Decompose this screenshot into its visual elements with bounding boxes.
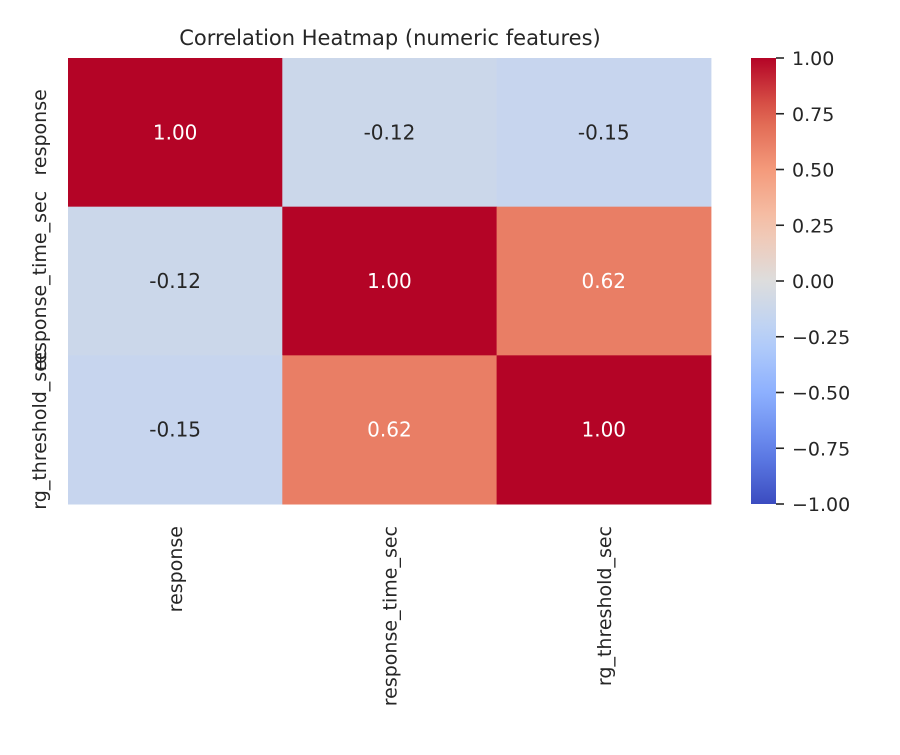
heatmap-cell-1-0 <box>68 206 283 356</box>
cell-value-label-1-0: -0.12 <box>149 269 201 293</box>
colorbar-tick-label: −1.00 <box>792 494 850 516</box>
heatmap-cell-0-0 <box>68 58 283 208</box>
chart-title: Correlation Heatmap (numeric features) <box>179 26 600 50</box>
colorbar-ticks: 1.00 0.75 0.50 0.25 0.00 −0.25 −0.50 −0.75 −1.00 <box>776 48 850 516</box>
cell-value-label-2-2: 1.00 <box>581 418 626 442</box>
colorbar <box>751 58 776 504</box>
x-tick-label: response <box>165 526 187 612</box>
colorbar-tick-label: −0.25 <box>792 327 850 349</box>
y-tick-label: response <box>29 89 51 175</box>
y-tick-label: response_time_sec <box>29 191 51 371</box>
colorbar-tick-label: −0.50 <box>792 383 850 405</box>
colorbar-tick-label: 0.25 <box>792 215 834 237</box>
cell-value-label-2-1: 0.62 <box>367 418 412 442</box>
heatmap-cells: 1.00 -0.12 -0.15 -0.12 1.00 0.62 -0.15 0.62 1.00 <box>68 58 712 505</box>
x-tick-label: response_time_sec <box>379 526 401 706</box>
heatmap-cell-0-2 <box>496 58 712 208</box>
heatmap-cell-2-1 <box>282 355 498 505</box>
x-tick-labels: response response_time_sec rg_threshold_se… <box>165 526 616 706</box>
y-tick-labels: response response_time_secrg_threshold_se… <box>29 89 51 510</box>
cell-value-label-0-1: -0.12 <box>364 120 416 144</box>
heatmap-cell-1-2 <box>496 206 712 356</box>
cell-value-label-0-2: -0.15 <box>578 120 630 144</box>
heatmap-cell-0-1 <box>282 58 498 208</box>
colorbar-tick-label: 0.50 <box>792 160 834 182</box>
cell-value-label-1-2: 0.62 <box>581 269 626 293</box>
colorbar-tick-label: 0.00 <box>792 271 834 293</box>
heatmap-cell-2-2 <box>496 355 712 505</box>
heatmap-cell-1-1 <box>282 206 498 356</box>
y-tick-label: rg_threshold_sec <box>29 350 51 510</box>
heatmap-cell-2-0 <box>68 355 283 505</box>
x-tick-label: rg_threshold_sec <box>594 526 616 686</box>
cell-value-label-1-1: 1.00 <box>367 269 412 293</box>
colorbar-tick-label: 0.75 <box>792 104 834 126</box>
cell-value-label-2-0: -0.15 <box>149 418 201 442</box>
colorbar-tick-label: 1.00 <box>792 48 834 70</box>
cell-value-label-0-0: 1.00 <box>153 120 198 144</box>
colorbar-tick-label: −0.75 <box>792 438 850 460</box>
